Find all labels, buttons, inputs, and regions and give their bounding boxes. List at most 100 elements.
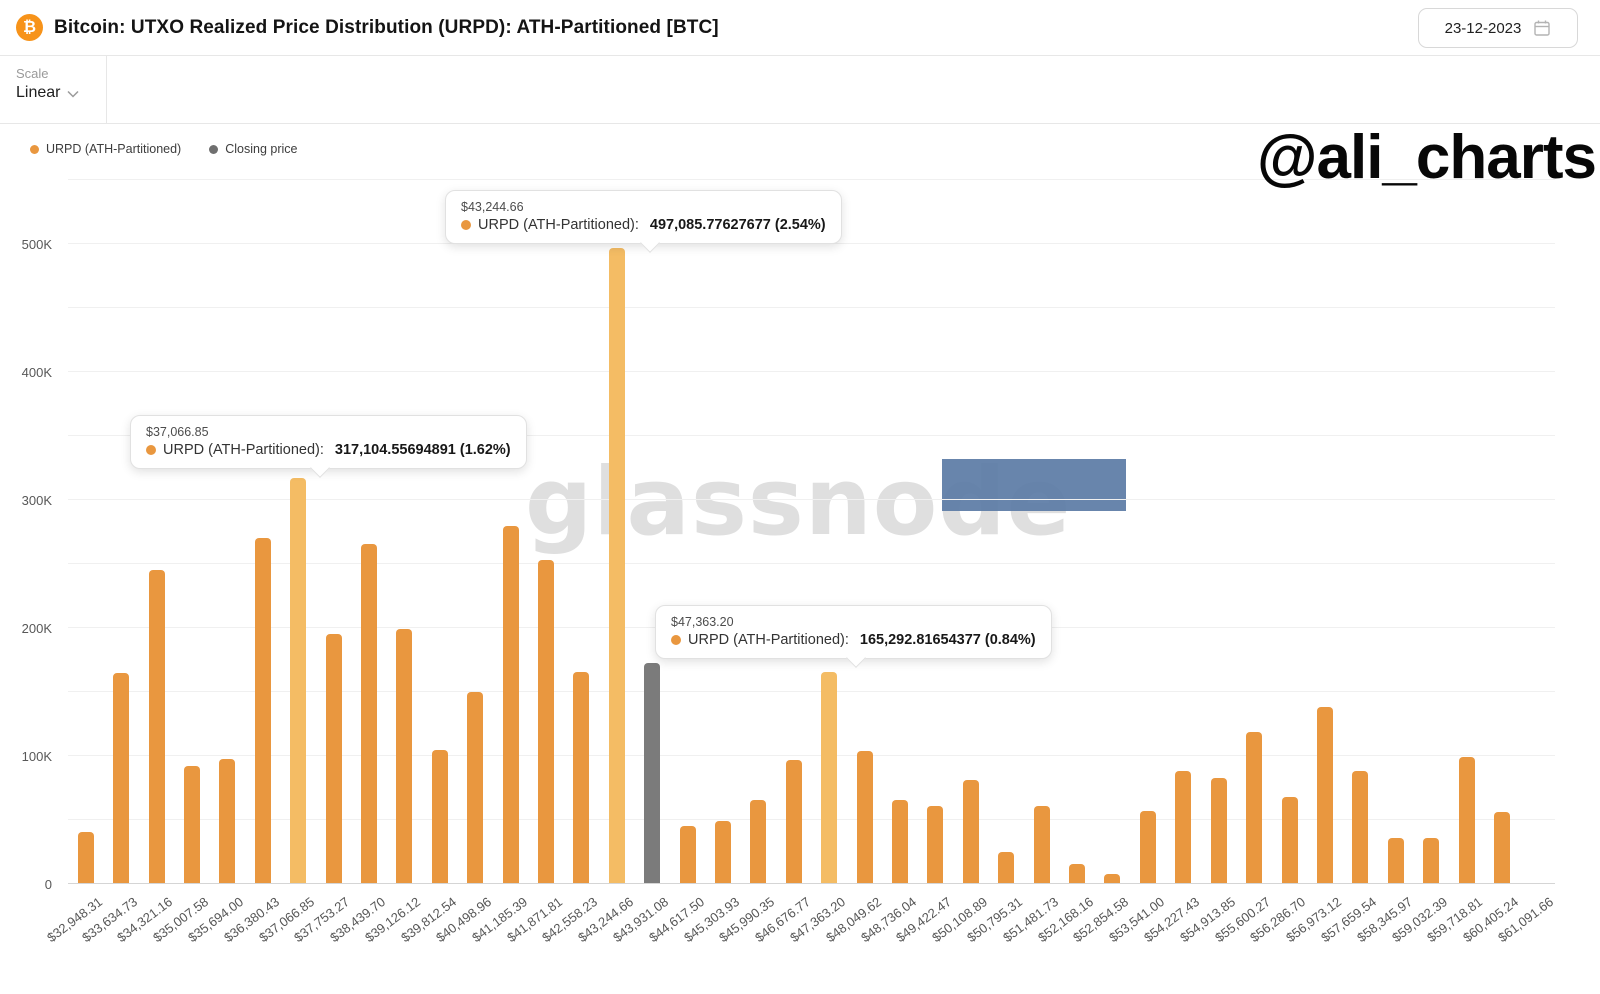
bar-slot: $34,321.16 <box>115 180 176 945</box>
bar-slot: $43,244.66 <box>575 180 636 945</box>
bar-slot: $54,913.85 <box>1177 180 1238 945</box>
y-tick-label: 200K <box>21 621 52 636</box>
urpd-bar[interactable] <box>431 749 448 884</box>
urpd-bar[interactable] <box>1423 837 1440 884</box>
scale-dropdown[interactable]: Linear <box>16 84 106 102</box>
urpd-bar[interactable] <box>1033 805 1050 884</box>
y-tick-label: 500K <box>21 237 52 252</box>
gridline <box>68 819 1555 820</box>
legend-item-closing-price[interactable]: Closing price <box>209 142 297 156</box>
bar-slot: $37,753.27 <box>292 180 353 945</box>
urpd-bar[interactable] <box>750 799 767 884</box>
urpd-bar[interactable] <box>1069 863 1086 884</box>
urpd-bar[interactable] <box>1246 731 1263 884</box>
tooltip-price: $43,244.66 <box>461 200 524 214</box>
urpd-bar[interactable] <box>290 478 307 884</box>
bitcoin-icon: ₿ <box>16 14 43 41</box>
bar-slot: $38,439.70 <box>327 180 388 945</box>
urpd-bar[interactable] <box>821 672 838 884</box>
urpd-bar[interactable] <box>148 570 165 884</box>
bar-slot: $45,303.93 <box>681 180 742 945</box>
calendar-icon <box>1533 19 1551 37</box>
urpd-bar[interactable] <box>396 629 413 884</box>
bar-slot: $48,049.62 <box>823 180 884 945</box>
bar-slot: $42,558.23 <box>539 180 600 945</box>
closing-price-bar[interactable] <box>644 662 661 884</box>
bar-slot: $46,676.77 <box>752 180 813 945</box>
urpd-bar[interactable] <box>1175 771 1192 884</box>
urpd-bar[interactable] <box>1281 796 1298 884</box>
bar-chart: 0 100K 200K 300K 400K 500K $32,948.31 $33,634.… <box>22 179 1556 945</box>
toolbar: Scale Linear <box>0 56 1600 124</box>
y-tick-label: 0 <box>44 877 52 892</box>
urpd-bar[interactable] <box>1387 837 1404 884</box>
gridline <box>68 563 1555 564</box>
tooltip-47363: $47,363.20 URPD (ATH-Partitioned): 165,2… <box>655 605 1052 659</box>
urpd-bar[interactable] <box>467 692 484 884</box>
tooltip-value-line: URPD (ATH-Partitioned): 497,085.77627677… <box>461 217 826 233</box>
chevron-down-icon <box>67 87 80 100</box>
bar-slot: $59,032.39 <box>1389 180 1450 945</box>
urpd-bar[interactable] <box>1316 707 1333 884</box>
tooltip-price: $47,363.20 <box>671 615 734 629</box>
tooltip-value: 497,085.77627677 (2.54%) <box>649 217 826 233</box>
bar-slot: $32,948.31 <box>44 180 105 945</box>
urpd-bar[interactable] <box>1458 757 1475 884</box>
tooltip-price: $37,066.85 <box>146 425 209 439</box>
urpd-bar[interactable] <box>1493 812 1510 884</box>
legend-label-urpd: URPD (ATH-Partitioned) <box>46 142 182 156</box>
urpd-bar[interactable] <box>537 560 554 884</box>
urpd-bar[interactable] <box>219 758 236 884</box>
urpd-bar[interactable] <box>502 525 519 884</box>
urpd-bar[interactable] <box>715 821 732 884</box>
urpd-bar[interactable] <box>325 634 342 884</box>
legend-item-urpd[interactable]: URPD (ATH-Partitioned) <box>30 142 181 156</box>
bar-slot: $33,634.73 <box>79 180 140 945</box>
bar-slot: $54,227.43 <box>1141 180 1202 945</box>
urpd-bar[interactable] <box>360 543 377 884</box>
bar-slot: $48,736.04 <box>858 180 919 945</box>
y-tick-label: 400K <box>21 365 52 380</box>
urpd-bar[interactable] <box>856 750 873 884</box>
gridline <box>68 371 1555 372</box>
urpd-bar[interactable] <box>927 805 944 884</box>
gridline <box>68 499 1555 500</box>
bar-slot: $52,168.16 <box>1035 180 1096 945</box>
urpd-bar[interactable] <box>254 538 271 884</box>
gridline <box>68 307 1555 308</box>
header: ₿ Bitcoin: UTXO Realized Price Distribut… <box>0 0 1600 56</box>
date-picker[interactable]: 23-12-2023 <box>1418 8 1578 48</box>
urpd-bar[interactable] <box>1352 771 1369 884</box>
bar-slot: $41,185.39 <box>469 180 530 945</box>
urpd-bar[interactable] <box>679 826 696 884</box>
x-axis-line <box>68 883 1555 884</box>
tooltip-value-line: URPD (ATH-Partitioned): 317,104.55694891… <box>146 442 511 458</box>
blue-highlight-box <box>942 459 1126 511</box>
tooltip-series-label: URPD (ATH-Partitioned): <box>163 442 324 458</box>
scale-label: Scale <box>16 66 49 81</box>
urpd-bar[interactable] <box>998 852 1015 884</box>
bar-slot: $51,481.73 <box>1000 180 1061 945</box>
legend: URPD (ATH-Partitioned) Closing price <box>30 142 297 156</box>
urpd-bar[interactable] <box>1104 873 1121 884</box>
tooltip-value-line: URPD (ATH-Partitioned): 165,292.81654377… <box>671 632 1036 648</box>
tooltip-43244: $43,244.66 URPD (ATH-Partitioned): 497,0… <box>445 190 842 244</box>
urpd-bar[interactable] <box>785 759 802 884</box>
urpd-bar[interactable] <box>892 799 909 884</box>
bar-slot: $39,126.12 <box>362 180 423 945</box>
urpd-bar[interactable] <box>573 671 590 884</box>
urpd-bar[interactable] <box>1210 777 1227 884</box>
urpd-bar[interactable] <box>608 247 625 884</box>
bar-slot: $44,617.50 <box>646 180 707 945</box>
gridline <box>68 179 1555 180</box>
bar-slot: $35,007.58 <box>150 180 211 945</box>
urpd-bar[interactable] <box>962 780 979 884</box>
urpd-bar[interactable] <box>1139 811 1156 884</box>
gridline <box>68 435 1555 436</box>
series-dot-icon <box>461 220 471 230</box>
tooltip-value: 165,292.81654377 (0.84%) <box>859 632 1036 648</box>
urpd-bar[interactable] <box>113 672 130 884</box>
urpd-bar[interactable] <box>77 831 94 884</box>
bar-slot: $41,871.81 <box>504 180 565 945</box>
urpd-bar[interactable] <box>183 766 200 884</box>
